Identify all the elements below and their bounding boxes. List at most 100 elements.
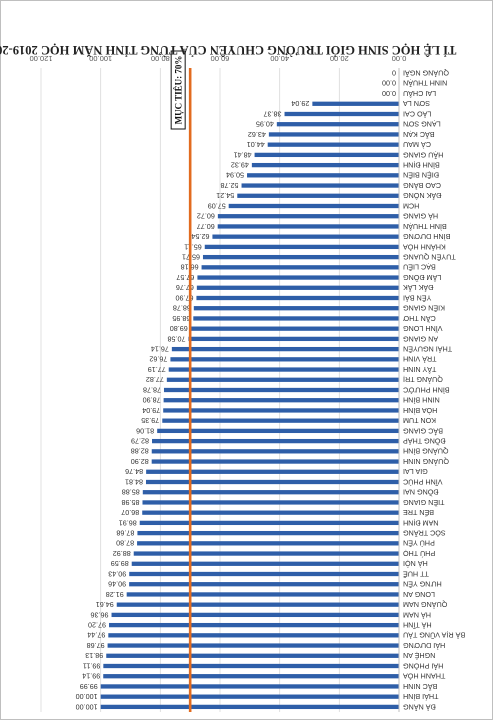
value-label: 86.07	[121, 508, 139, 517]
value-label: 79.04	[142, 406, 160, 415]
category-label: AN GIANG	[403, 334, 439, 343]
category-label: ĐẮK NÔNG	[403, 191, 442, 200]
bar	[312, 101, 399, 106]
value-label: 77.82	[146, 375, 164, 384]
category-label: SÓC TRĂNG	[403, 529, 446, 538]
category-label: QUẢNG NAM	[403, 600, 447, 609]
category-label: LÀO CAI	[403, 109, 431, 118]
value-label: 82.88	[131, 447, 149, 456]
x-tick-label: 100.00	[89, 54, 112, 63]
value-label: 77.19	[148, 365, 166, 374]
bar	[267, 142, 399, 147]
value-label: 29.04	[291, 99, 309, 108]
value-label: 96.36	[91, 610, 109, 619]
bar	[171, 346, 399, 352]
value-label: 90.46	[108, 580, 126, 589]
value-label: 78.78	[143, 385, 161, 394]
category-label: YÊN BÁI	[403, 293, 431, 302]
category-label: HÀ NAM	[403, 610, 431, 619]
target-label-box	[170, 50, 186, 130]
bar	[166, 377, 399, 382]
bar	[142, 490, 399, 495]
category-label: TT HUẾ	[403, 569, 429, 579]
bar	[108, 633, 399, 638]
category-label: QUẢNG NGÃI	[403, 69, 449, 78]
category-label: SƠN LA	[403, 99, 430, 108]
bar	[254, 152, 399, 158]
x-tick-label: 0.00	[392, 54, 407, 63]
bar	[103, 663, 399, 669]
bar	[201, 265, 399, 270]
bar	[163, 398, 399, 403]
bar	[237, 193, 399, 198]
bar	[129, 571, 399, 577]
category-label: ĐỒNG THÁP	[403, 437, 446, 447]
bar	[284, 111, 399, 117]
bar	[168, 367, 399, 372]
value-label: 65.11	[184, 242, 201, 251]
category-label: HÀ NỘI	[403, 559, 428, 568]
bar	[157, 428, 399, 434]
category-label: BẠC LIÊU	[403, 263, 436, 272]
value-label: 48.41	[234, 150, 252, 159]
category-label: NINH BÌNH	[403, 396, 440, 405]
bar	[107, 643, 399, 648]
category-label: HÒA BÌNH	[403, 406, 437, 415]
value-label: 68.95	[172, 314, 190, 323]
bar	[268, 132, 399, 137]
bar	[228, 203, 399, 209]
category-label: BÌNH PHƯỚC	[403, 385, 450, 394]
value-label: 0.00	[382, 89, 396, 98]
value-label: 100.00	[76, 702, 98, 711]
category-label: BÌNH DƯƠNG	[403, 232, 451, 241]
bar	[170, 357, 399, 362]
value-label: 67.76	[176, 283, 194, 292]
category-label: VĨNH LONG	[403, 324, 443, 333]
bar	[217, 214, 399, 219]
value-label: 67.90	[175, 293, 193, 302]
value-label: 78.90	[143, 396, 161, 405]
bar	[111, 612, 399, 618]
value-label: 99.99	[80, 682, 98, 691]
value-label: 0.00	[382, 79, 396, 88]
bar	[103, 674, 399, 679]
category-label: CẦN THƠ	[403, 314, 436, 324]
category-label: PHÚ YÊN	[403, 539, 435, 548]
value-label: 85.88	[122, 488, 140, 497]
bar	[217, 224, 399, 229]
value-label: 82.90	[131, 457, 149, 466]
bar	[162, 418, 399, 423]
category-label: LAI CHÂU	[403, 89, 436, 98]
bar	[145, 479, 399, 485]
bar	[129, 582, 399, 587]
category-label: HÀ TĨNH	[403, 621, 432, 630]
chart-title: TỈ LỆ HỌC SINH GIỎI TRƯỜNG CHUYÊN CỦA TỪ…	[0, 43, 456, 57]
bar	[100, 684, 399, 689]
category-label: ĐỒNG NAI	[403, 488, 439, 498]
category-label: THÁI BÌNH	[403, 692, 439, 701]
category-label: ĐIỆN BIÊN	[403, 171, 439, 180]
category-label: QUẢNG BÌNH	[403, 447, 449, 456]
value-label: 60.77	[197, 222, 215, 231]
bar	[196, 285, 399, 290]
target-label: MỤC TIÊU: 70%	[174, 56, 184, 125]
bar	[137, 541, 399, 546]
value-label: 54.21	[216, 191, 234, 200]
bar	[193, 306, 399, 311]
value-label: 85.98	[121, 498, 139, 507]
value-label: 94.61	[96, 600, 114, 609]
value-label: 52.78	[221, 181, 239, 190]
bar	[152, 438, 399, 444]
bar	[100, 704, 399, 710]
bar	[247, 173, 399, 178]
bar	[276, 122, 399, 127]
category-label: LẠNG SƠN	[403, 120, 441, 129]
value-label: 99.14	[82, 672, 100, 681]
value-label: 97.68	[87, 641, 105, 650]
x-tick-label: 20.00	[330, 54, 349, 63]
category-label: CAO BẰNG	[403, 181, 441, 190]
bar	[151, 449, 399, 454]
value-label: 84.76	[125, 467, 143, 476]
bar	[204, 244, 399, 250]
